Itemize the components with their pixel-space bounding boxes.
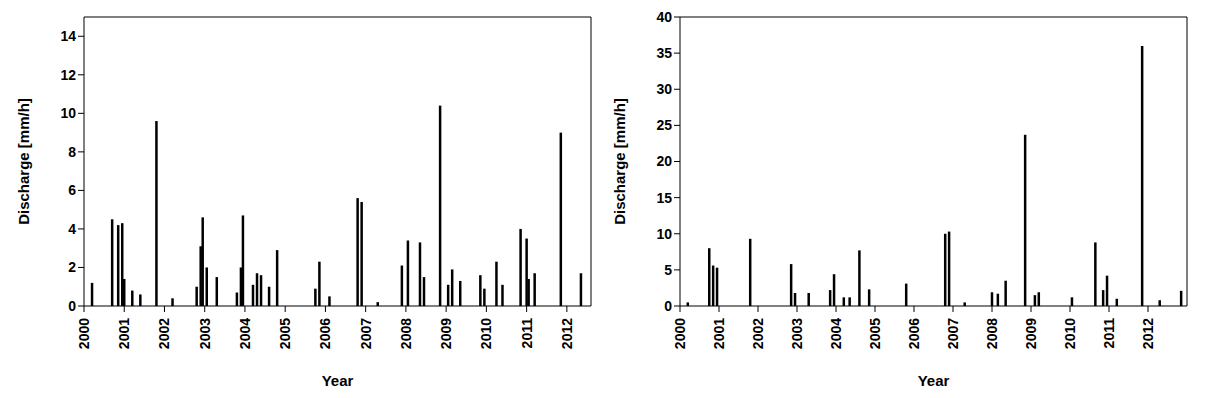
svg-text:2005: 2005	[867, 318, 883, 349]
svg-text:2009: 2009	[438, 318, 454, 349]
svg-text:Year: Year	[918, 372, 950, 389]
svg-text:8: 8	[68, 144, 76, 160]
svg-text:20: 20	[656, 153, 672, 169]
svg-text:14: 14	[60, 28, 76, 44]
svg-text:2007: 2007	[358, 318, 374, 349]
svg-text:2012: 2012	[559, 318, 575, 349]
svg-text:25: 25	[656, 117, 672, 133]
svg-text:2002: 2002	[750, 318, 766, 349]
svg-text:2001: 2001	[116, 318, 132, 349]
svg-text:Discharge [mm/h]: Discharge [mm/h]	[15, 98, 32, 225]
svg-text:4: 4	[68, 221, 76, 237]
svg-text:2002: 2002	[156, 318, 172, 349]
svg-text:2005: 2005	[277, 318, 293, 349]
svg-text:2003: 2003	[197, 318, 213, 349]
svg-text:2012: 2012	[1140, 318, 1156, 349]
svg-text:2003: 2003	[789, 318, 805, 349]
svg-text:2008: 2008	[984, 318, 1000, 349]
svg-text:Discharge [mm/h]: Discharge [mm/h]	[611, 98, 628, 225]
svg-text:2004: 2004	[828, 318, 844, 349]
svg-text:2006: 2006	[317, 318, 333, 349]
svg-text:2008: 2008	[398, 318, 414, 349]
svg-text:10: 10	[60, 105, 76, 121]
svg-text:2010: 2010	[478, 318, 494, 349]
svg-text:30: 30	[656, 81, 672, 97]
svg-text:2011: 2011	[1101, 318, 1117, 349]
svg-text:Year: Year	[322, 372, 354, 389]
svg-text:35: 35	[656, 45, 672, 61]
svg-text:2000: 2000	[672, 318, 688, 349]
svg-text:15: 15	[656, 190, 672, 206]
svg-text:2: 2	[68, 259, 76, 275]
svg-text:2010: 2010	[1062, 318, 1078, 349]
svg-text:2009: 2009	[1023, 318, 1039, 349]
svg-text:2000: 2000	[76, 318, 92, 349]
svg-text:2011: 2011	[519, 318, 535, 349]
svg-text:40: 40	[656, 9, 672, 25]
svg-text:12: 12	[60, 67, 76, 83]
svg-text:2007: 2007	[945, 318, 961, 349]
svg-text:0: 0	[664, 298, 672, 314]
svg-text:2004: 2004	[237, 318, 253, 349]
svg-text:10: 10	[656, 226, 672, 242]
svg-text:0: 0	[68, 298, 76, 314]
svg-text:2001: 2001	[711, 318, 727, 349]
svg-text:2006: 2006	[906, 318, 922, 349]
svg-text:5: 5	[664, 262, 672, 278]
svg-text:6: 6	[68, 182, 76, 198]
